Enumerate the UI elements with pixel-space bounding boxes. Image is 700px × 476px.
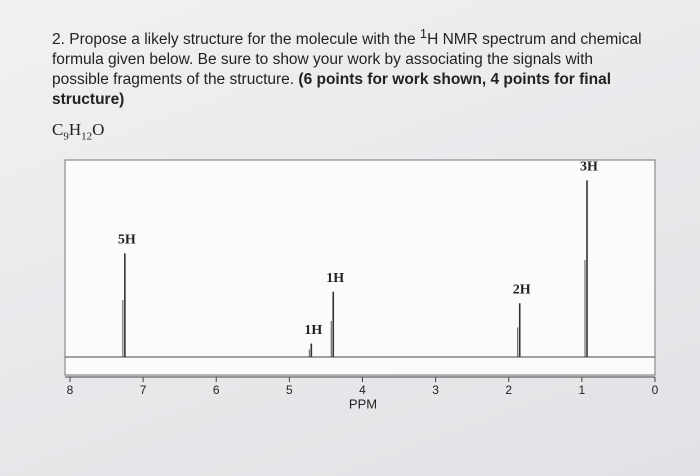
points: (6 points for work shown, 4 points for f… [52,71,611,109]
x-tick-label: 8 [67,383,74,397]
formula-part: O [92,120,105,139]
formula-part: H [68,120,82,139]
x-tick-label: 3 [432,383,439,397]
formula-sub: 9 [63,130,69,143]
x-tick-label: 2 [505,383,512,397]
question: 2. Propose a likely structure for the mo… [52,24,652,110]
x-tick-label: 5 [286,383,293,397]
integration-label: 1H [326,271,344,286]
integration-label: 1H [304,323,322,338]
x-tick-label: 0 [652,383,659,397]
x-tick-label: 4 [359,383,366,397]
formula: C9H12O [52,120,104,142]
superscript: 1 [419,26,428,41]
x-tick-label: 6 [213,383,220,397]
x-tick-label: 7 [140,383,147,397]
question-text: H NMR spectrum and chemical formula give… [52,31,642,89]
formula-sub: 12 [81,130,93,143]
integration-label: 2H [513,282,531,297]
formula-part: C [52,120,64,139]
x-tick-label: 1 [579,383,586,397]
integration-label: 5H [118,233,136,248]
integration-label: 3H [580,160,598,175]
question-text: 2. Propose a likely structure for the mo… [52,31,420,49]
plot-frame [64,159,656,376]
x-axis-label: PPM [349,396,377,411]
